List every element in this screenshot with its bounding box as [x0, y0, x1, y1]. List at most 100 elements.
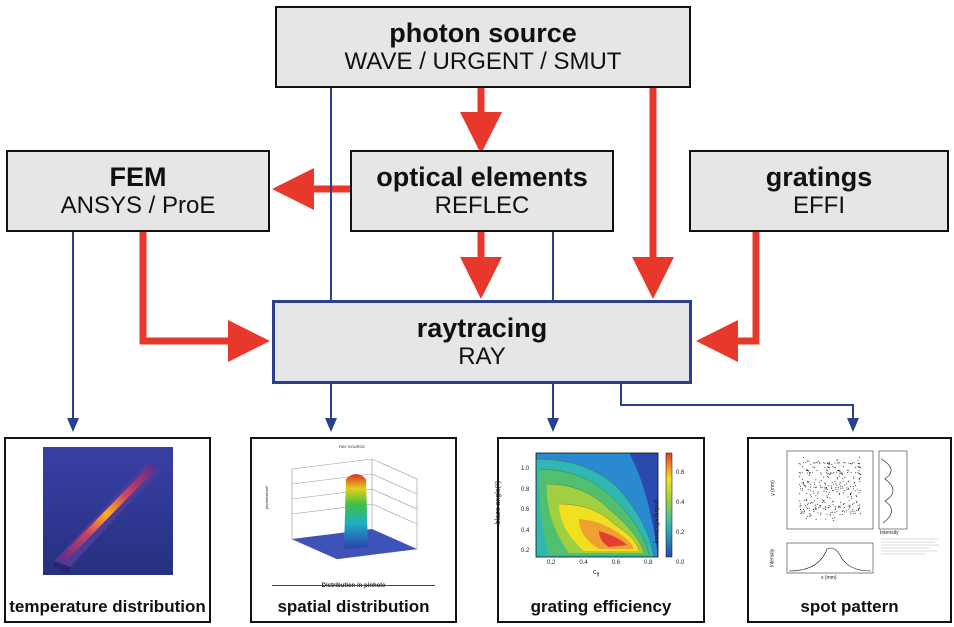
- spot-point: [825, 490, 827, 492]
- spot-point: [806, 508, 808, 509]
- spot-point: [839, 475, 841, 477]
- spot-point: [814, 504, 816, 506]
- spot-point: [805, 506, 807, 508]
- spot-point: [833, 472, 835, 474]
- spot-point: [844, 462, 846, 464]
- spot-point: [808, 507, 810, 509]
- spot-point: [842, 487, 844, 489]
- spot-point: [817, 491, 819, 493]
- spot-point: [834, 481, 836, 483]
- spot-point: [855, 494, 857, 496]
- spot-point: [805, 469, 807, 471]
- spot-point: [844, 511, 845, 513]
- spot-point: [851, 498, 853, 500]
- spot-point: [831, 482, 833, 484]
- spot-point: [853, 511, 855, 513]
- spot-point: [844, 476, 846, 478]
- spot-point: [816, 503, 818, 505]
- spot-point: [806, 516, 808, 518]
- spot-point: [813, 500, 815, 502]
- spot-point: [798, 476, 800, 478]
- spot-point: [799, 500, 801, 502]
- spot-point: [804, 486, 806, 488]
- grating-x-label: cff: [593, 569, 599, 578]
- spot-point: [839, 505, 841, 507]
- spot-point: [830, 473, 832, 475]
- spot-point: [809, 486, 811, 488]
- spot-point: [800, 488, 802, 490]
- spot-point: [826, 487, 827, 488]
- spot-point: [858, 456, 860, 458]
- spot-point: [823, 500, 825, 502]
- spot-point: [799, 503, 801, 505]
- spot-point: [839, 493, 841, 495]
- spot-point: [814, 507, 816, 509]
- spot-point: [819, 485, 821, 487]
- spot-point: [824, 462, 826, 464]
- grating-x-tick: 0.2: [547, 560, 556, 566]
- fem-box: FEM ANSYS / ProE: [6, 150, 270, 232]
- spot-point: [842, 478, 844, 480]
- spot-point: [809, 483, 811, 485]
- spot-point: [853, 482, 855, 484]
- spot-point: [798, 493, 800, 495]
- spot-point: [847, 488, 849, 490]
- spot-point: [847, 472, 849, 474]
- raytracing-subtitle: RAY: [458, 343, 506, 370]
- temperature-simulation-image: [43, 447, 173, 575]
- spot-point: [832, 489, 834, 491]
- spot-point: [810, 463, 812, 465]
- spot-point: [814, 484, 816, 486]
- spot-point: [815, 486, 817, 488]
- spot-point: [799, 472, 801, 474]
- spot-pattern-panel: y (mm) Intensity Intensity x (mm) spot p…: [747, 437, 952, 623]
- spot-point: [829, 514, 831, 516]
- spot-point: [820, 512, 822, 514]
- spot-point: [832, 504, 834, 506]
- spot-point: [853, 488, 855, 490]
- spot-point: [842, 514, 844, 515]
- spot-point: [859, 490, 861, 491]
- spot-point: [836, 478, 838, 480]
- spot-point: [839, 507, 841, 509]
- spot-point: [826, 507, 828, 509]
- spot-point: [860, 513, 861, 515]
- spot-point: [843, 462, 845, 463]
- spot-point: [805, 504, 807, 506]
- spot-point: [816, 497, 818, 499]
- spot-point: [834, 467, 836, 469]
- spot-point: [858, 477, 860, 479]
- spot-point: [846, 510, 848, 512]
- grating-y-tick: 0.8: [521, 486, 530, 493]
- spot-point: [850, 472, 852, 474]
- spot-point: [857, 472, 859, 473]
- spot-point: [847, 481, 849, 483]
- spot-point: [841, 474, 843, 475]
- spot-x-label: x (mm): [821, 575, 837, 581]
- spot-point: [836, 491, 838, 493]
- spot-point: [816, 462, 818, 464]
- spot-point: [839, 472, 841, 474]
- spot-point: [843, 503, 845, 504]
- spot-point: [853, 502, 855, 504]
- spot-point: [802, 482, 804, 483]
- grating-colorbar-label: grating efficiency: [653, 499, 659, 544]
- spot-point: [857, 459, 859, 461]
- spot-point: [832, 520, 834, 521]
- spot-point: [800, 486, 801, 488]
- spot-point: [815, 486, 816, 488]
- spot-point: [809, 510, 811, 512]
- spot-point: [804, 510, 806, 512]
- spot-point: [800, 513, 802, 515]
- spot-point: [849, 506, 851, 508]
- spot-point: [828, 493, 830, 495]
- spot-point: [843, 490, 845, 492]
- spot-point: [835, 483, 837, 485]
- spot-point: [800, 504, 802, 506]
- spot-point: [847, 487, 849, 489]
- spot-point: [840, 473, 842, 475]
- spot-point: [850, 513, 852, 515]
- spot-point: [834, 511, 836, 513]
- spot-point: [802, 466, 803, 468]
- spot-point: [853, 476, 855, 478]
